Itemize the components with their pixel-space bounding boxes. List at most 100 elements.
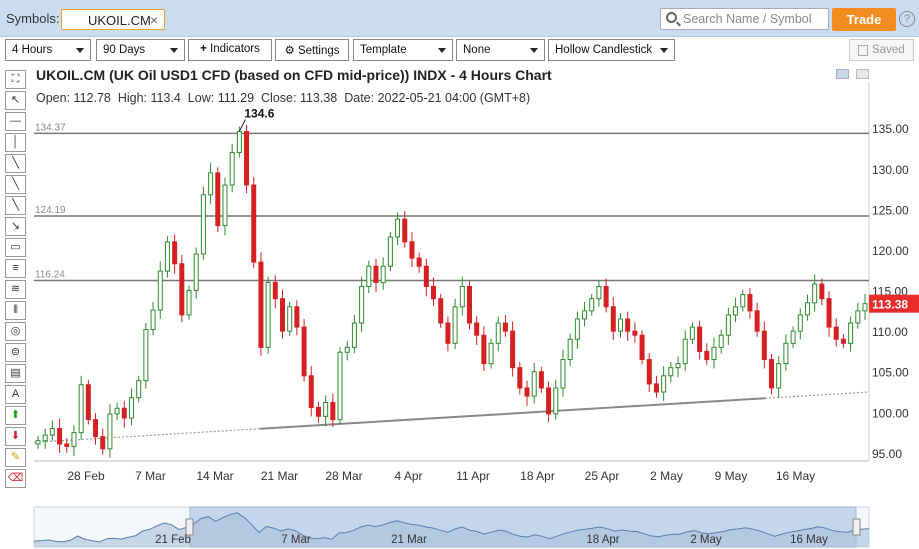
help-icon[interactable]: ? <box>899 11 915 27</box>
ray-dotted-icon[interactable]: ╲ <box>5 196 26 215</box>
buy-arrow-icon[interactable]: ⬆ <box>5 406 26 425</box>
fibonacci-retracement-icon[interactable]: ≡ <box>5 259 26 278</box>
arrow-line-icon[interactable]: ↘ <box>5 217 26 236</box>
candle-body <box>402 218 408 243</box>
overlay-value: None <box>463 44 491 56</box>
candle-body <box>438 298 444 324</box>
x-tick-label: 9 May <box>715 469 748 483</box>
y-tick-label: 105.00 <box>872 366 909 380</box>
candle-body <box>143 329 149 382</box>
chevron-down-icon <box>530 48 538 53</box>
fibonacci-fan-icon[interactable]: ≋ <box>5 280 26 299</box>
ellipse-icon[interactable]: ⊜ <box>5 343 26 362</box>
candle-body <box>287 306 293 332</box>
chart-toolbar: 4 Hours 90 Days + Indicators ⚙ Settings … <box>0 37 919 65</box>
image-icon[interactable] <box>836 69 849 79</box>
interval-dropdown[interactable]: 4 Hours <box>5 39 91 61</box>
candle-body <box>574 318 580 340</box>
symbols-label: Symbols: <box>6 11 60 26</box>
chevron-down-icon <box>438 48 446 53</box>
close-icon[interactable]: × <box>149 12 158 28</box>
x-tick-label: 14 Mar <box>196 469 233 483</box>
candle-body <box>733 306 739 316</box>
candle-body <box>114 407 120 415</box>
sell-arrow-icon[interactable]: ⬇ <box>5 427 26 446</box>
x-tick-label: 7 Mar <box>135 469 166 483</box>
fibonacci-timezone-icon[interactable]: ⦀ <box>5 301 26 320</box>
x-tick-label: 4 Apr <box>394 469 422 483</box>
chart-type-dropdown[interactable]: Hollow Candlestick <box>548 39 675 61</box>
chart-type-value: Hollow Candlestick <box>555 44 653 56</box>
candle-body <box>725 314 731 336</box>
navigator-label: 7 Mar <box>281 534 311 546</box>
ray-icon[interactable]: ╲ <box>5 175 26 194</box>
level-label: 116.24 <box>35 269 65 280</box>
candle-body <box>222 184 228 227</box>
text-icon[interactable]: A <box>5 385 26 404</box>
candle-body <box>668 367 674 377</box>
horizontal-line-icon[interactable]: — <box>5 112 26 131</box>
navigator-handle-left[interactable] <box>185 518 194 536</box>
eraser-icon[interactable]: ⌫ <box>5 469 26 488</box>
candle-body <box>704 350 710 361</box>
template-dropdown[interactable]: Template <box>353 39 453 61</box>
candle-body <box>546 387 552 415</box>
candle-body <box>121 407 127 419</box>
range-dropdown[interactable]: 90 Days <box>96 39 185 61</box>
candle-body <box>769 359 775 389</box>
candle-body <box>538 371 544 389</box>
x-tick-label: 16 May <box>776 469 815 483</box>
saved-button[interactable]: Saved <box>849 39 914 61</box>
x-tick-label: 28 Feb <box>67 469 105 483</box>
indicators-button[interactable]: + Indicators <box>188 39 272 61</box>
pointer-icon[interactable]: ↖ <box>5 91 26 110</box>
drawing-toolbar: ⛶ ↖ — │ ╲ ╲ ╲ ↘ ▭ ≡ ≋ ⦀ ◎ ⊜ ▤ A ⬆ ⬇ ✎ ⌫ <box>5 70 28 490</box>
trendline[interactable] <box>259 397 766 430</box>
rectangle-icon[interactable]: ▭ <box>5 238 26 257</box>
trend-line-icon[interactable]: ╲ <box>5 154 26 173</box>
candle-body <box>308 375 314 408</box>
candle-body <box>172 241 178 265</box>
candle-body <box>445 322 451 344</box>
candle-body <box>466 286 472 324</box>
vertical-line-icon[interactable]: │ <box>5 133 26 152</box>
candle-body <box>431 286 437 300</box>
search-input[interactable]: Search Name / Symbol <box>660 8 829 30</box>
highlighter-icon[interactable]: ✎ <box>5 448 26 467</box>
candle-body <box>35 440 41 445</box>
overlay-dropdown[interactable]: None <box>456 39 545 61</box>
candle-body <box>790 330 796 344</box>
chart-export-icons <box>836 68 870 82</box>
candle-body <box>380 265 386 283</box>
y-tick-label: 130.00 <box>872 163 909 177</box>
candle-body <box>71 432 77 447</box>
current-price-label: 113.38 <box>872 298 908 312</box>
x-tick-label: 21 Mar <box>261 469 298 483</box>
candle-body <box>459 286 465 308</box>
open-label: Open: <box>36 91 71 105</box>
candle-body <box>761 330 767 361</box>
candle-body <box>862 303 868 312</box>
gann-fan-icon[interactable]: ◎ <box>5 322 26 341</box>
candle-body <box>812 283 818 304</box>
x-tick-label: 2 May <box>650 469 683 483</box>
channel-icon[interactable]: ▤ <box>5 364 26 383</box>
date-value: 2022-05-21 04:00 <box>377 91 477 105</box>
candle-body <box>64 443 70 447</box>
candle-body <box>582 310 588 320</box>
candle-body <box>42 434 48 442</box>
candle-body <box>409 241 415 259</box>
x-tick-label: 28 Mar <box>325 469 362 483</box>
y-tick-label: 120.00 <box>872 244 909 258</box>
print-icon[interactable] <box>856 69 870 79</box>
candle-body <box>510 330 516 369</box>
trade-button[interactable]: Trade <box>832 8 896 31</box>
candle-body <box>632 330 638 336</box>
settings-button[interactable]: ⚙ Settings <box>275 39 349 61</box>
range-value: 90 Days <box>103 44 146 56</box>
navigator-handle-right[interactable] <box>852 518 861 536</box>
level-label: 124.19 <box>35 205 66 216</box>
crosshair-icon[interactable]: ⛶ <box>5 70 26 89</box>
symbol-chip[interactable]: UKOIL.CM × <box>61 9 165 30</box>
